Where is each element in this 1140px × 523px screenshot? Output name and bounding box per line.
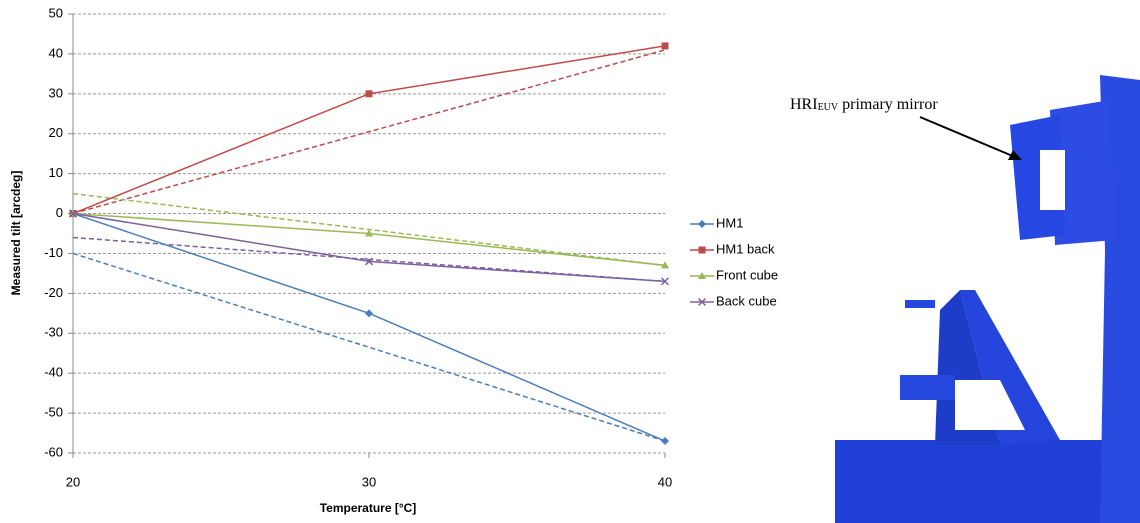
x-tick-label: 40 xyxy=(658,474,672,489)
legend-label: HM1 xyxy=(716,215,743,230)
y-tick-label: -20 xyxy=(44,285,63,300)
y-tick-label: 10 xyxy=(49,165,63,180)
y-tick-label: 0 xyxy=(56,205,63,220)
model-render: HRIEUV primary mirror xyxy=(790,75,1140,523)
y-tick-label: 30 xyxy=(49,85,63,100)
y-tick-label: -10 xyxy=(44,245,63,260)
y-tick-label: -60 xyxy=(44,444,63,459)
marker xyxy=(365,309,373,317)
dashed-line xyxy=(73,50,665,214)
legend-marker xyxy=(699,247,706,254)
y-tick-label: -40 xyxy=(44,365,63,380)
legend-label: Front cube xyxy=(716,267,778,282)
arrow xyxy=(920,117,1015,157)
render-part xyxy=(900,375,955,400)
legend-item: HM1 back xyxy=(690,241,775,256)
label-main: HRI xyxy=(790,96,818,113)
series-line xyxy=(73,214,665,441)
marker xyxy=(662,42,669,49)
label-rest: primary mirror xyxy=(838,96,938,113)
render-part xyxy=(905,300,935,308)
x-tick-label: 30 xyxy=(362,474,376,489)
legend-marker xyxy=(698,220,706,228)
y-tick-label: 40 xyxy=(49,45,63,60)
label-sub: EUV xyxy=(818,102,839,113)
render-part xyxy=(835,440,1140,523)
legend-item: Front cube xyxy=(690,267,778,282)
figure: HRIEUV primary mirror Temperature [°C] M… xyxy=(0,0,1140,523)
y-tick-label: 50 xyxy=(49,5,63,20)
y-tick-label: 20 xyxy=(49,125,63,140)
legend-item: HM1 xyxy=(690,215,743,230)
series-line xyxy=(73,214,665,282)
y-tick-label: -30 xyxy=(44,325,63,340)
legend-item: Back cube xyxy=(690,293,777,308)
marker xyxy=(661,437,669,445)
x-tick-label: 20 xyxy=(66,474,80,489)
marker xyxy=(366,90,373,97)
series-line xyxy=(73,214,665,266)
legend-label: Back cube xyxy=(716,293,777,308)
render-part xyxy=(1040,150,1065,210)
y-axis-label: Measured tilt [arcdeg] xyxy=(9,171,23,296)
x-axis-label: Temperature [°C] xyxy=(320,501,417,515)
legend-label: HM1 back xyxy=(716,241,775,256)
y-tick-label: -50 xyxy=(44,405,63,420)
image-annotation: HRIEUV primary mirror xyxy=(790,96,938,114)
